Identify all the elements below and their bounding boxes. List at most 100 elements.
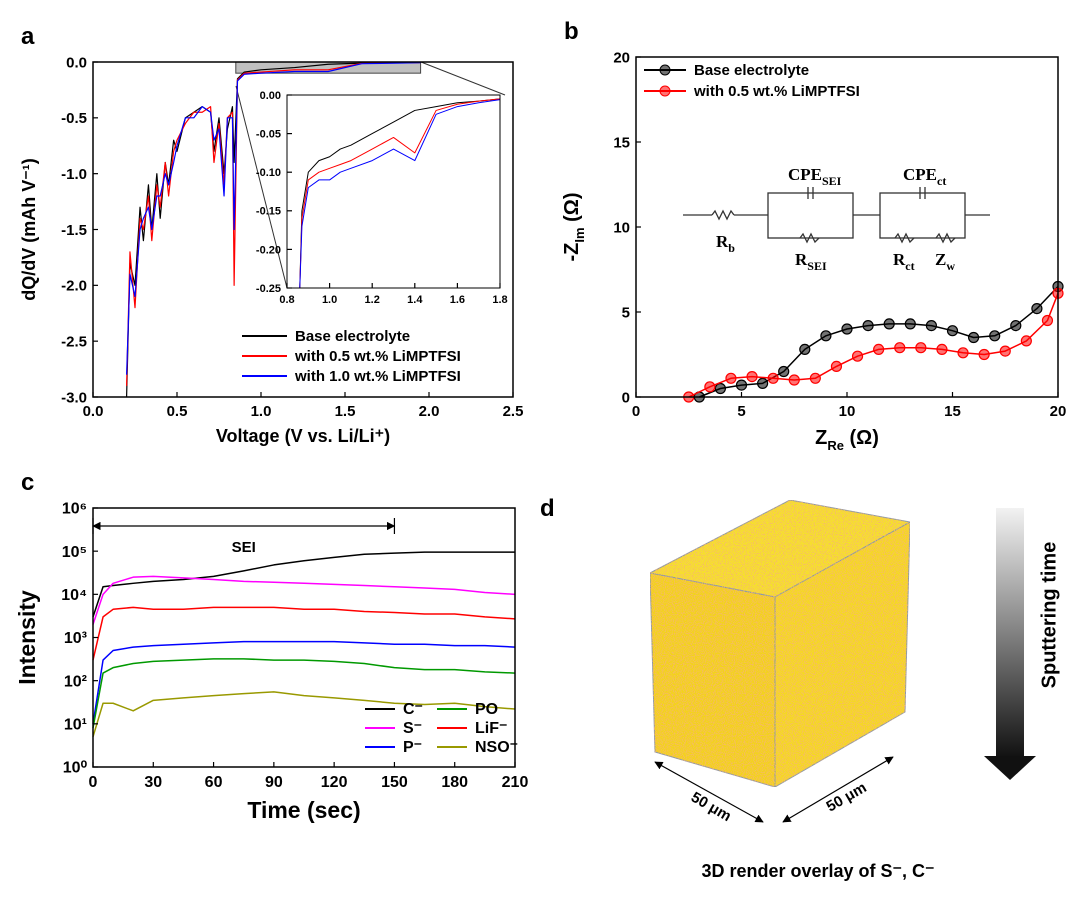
y-tick-label: -0.15	[256, 206, 281, 218]
legend-label: C⁻	[403, 701, 423, 718]
legend-label: with 0.5 wt.% LiMPTFSI	[294, 348, 461, 365]
data-marker	[967, 331, 980, 344]
legend-label: with 1.0 wt.% LiMPTFSI	[294, 368, 461, 385]
x-tick-label: 1.5	[335, 403, 356, 420]
dimension-label: 50 μm	[688, 789, 734, 825]
y-tick-label: 10⁵	[62, 544, 87, 561]
y-tick-label: -0.20	[256, 244, 281, 256]
label-sub: ct	[937, 174, 946, 188]
y-tick-label: -1.0	[61, 166, 87, 183]
data-marker	[735, 379, 748, 391]
y-axis-label: -ZIm (Ω)	[561, 193, 587, 262]
legend-label: with 0.5 wt.% LiMPTFSI	[693, 83, 860, 100]
data-line	[92, 658, 516, 729]
x-tick-label: 0.0	[83, 403, 104, 420]
data-marker	[1031, 303, 1043, 315]
y-tick-label: 10⁰	[63, 760, 88, 777]
data-marker	[989, 330, 1001, 342]
x-tick-label: 1.0	[322, 294, 337, 306]
label-sub: Re	[827, 438, 844, 453]
x-tick-label: 120	[321, 774, 348, 791]
circuit-labels: Rb CPESEI RSEI CPEct Rct Zw	[716, 165, 955, 273]
cube	[648, 499, 912, 788]
x-tick-label: 2.0	[419, 403, 440, 420]
data-marker	[1010, 320, 1022, 332]
data-line	[92, 640, 516, 724]
label-sub: SEI	[822, 174, 842, 188]
panel-label: d	[540, 495, 555, 522]
label-sub: SEI	[807, 259, 827, 273]
x-tick-label: 180	[441, 774, 468, 791]
y-axis-label: dQ/dV (mAh V⁻¹)	[19, 158, 39, 301]
data-marker	[925, 320, 938, 332]
y-tick-label: -0.10	[256, 167, 281, 179]
label-main: Z	[815, 427, 827, 449]
gradient-label: Sputtering time	[1038, 542, 1060, 689]
legend-marker	[659, 85, 671, 97]
data-line	[92, 691, 516, 738]
data-marker	[957, 347, 969, 359]
x-tick-label: 1.0	[251, 403, 272, 420]
data-marker	[999, 345, 1011, 357]
data-marker	[778, 365, 790, 378]
data-line	[299, 98, 501, 289]
gradient-arrow-head	[984, 756, 1036, 780]
data-marker	[809, 372, 821, 384]
legend-label: S⁻	[403, 720, 422, 737]
y-tick-label: 0.0	[66, 54, 87, 71]
panel-label: a	[21, 23, 35, 50]
plot-frame	[286, 94, 501, 289]
y-tick-label: -0.5	[61, 110, 87, 127]
y-tick-label: 10²	[64, 673, 87, 690]
label-sub: ct	[905, 259, 914, 273]
y-tick-label: 10³	[64, 630, 87, 647]
x-tick-label: 1.8	[492, 294, 507, 306]
data-marker	[978, 348, 990, 361]
data-marker	[915, 342, 927, 354]
label-main: R	[795, 250, 808, 269]
zoom-connector	[420, 61, 506, 96]
y-tick-label: -0.05	[256, 128, 281, 140]
panel-label: b	[564, 18, 579, 45]
data-line	[126, 62, 421, 375]
x-tick-label: 1.2	[365, 294, 380, 306]
data-marker	[820, 330, 832, 342]
data-marker	[767, 372, 779, 384]
label-main: R	[893, 250, 906, 269]
y-tick-label: -0.25	[256, 283, 281, 295]
y-tick-label: -1.5	[61, 222, 87, 239]
label-main: CPE	[788, 165, 822, 184]
annotation-label: SEI	[232, 539, 256, 556]
zoom-connector	[235, 85, 288, 289]
x-tick-label: 0	[89, 774, 98, 791]
data-marker	[704, 381, 716, 393]
x-axis-label: Voltage (V vs. Li/Li⁺)	[216, 426, 390, 446]
panel-label: c	[21, 469, 34, 496]
y-tick-label: 5	[622, 304, 630, 321]
x-tick-label: 5	[737, 403, 745, 420]
x-tick-label: 2.5	[503, 403, 524, 420]
circuit-label: RSEI	[795, 250, 827, 273]
label-main: Z	[935, 250, 946, 269]
circuit-label: Rct	[893, 250, 915, 273]
data-line	[299, 98, 501, 289]
x-tick-label: 10	[839, 403, 856, 420]
data-marker	[756, 377, 769, 389]
data-marker	[746, 371, 758, 383]
x-tick-label: 150	[381, 774, 408, 791]
y-tick-label: 10¹	[64, 716, 87, 733]
x-tick-label: 210	[502, 774, 529, 791]
legend-marker	[659, 64, 671, 76]
data-marker	[883, 318, 895, 330]
legend-label: LiF⁻	[475, 720, 507, 737]
data-marker	[714, 382, 727, 395]
x-axis-label: Time (sec)	[247, 797, 360, 823]
data-marker	[841, 323, 853, 335]
legend-label: PO	[475, 701, 498, 718]
data-line	[92, 606, 516, 661]
label-sub: w	[946, 259, 955, 273]
x-tick-label: 60	[205, 774, 223, 791]
y-tick-label: 0	[622, 389, 630, 406]
label-main: -Z	[561, 243, 583, 262]
